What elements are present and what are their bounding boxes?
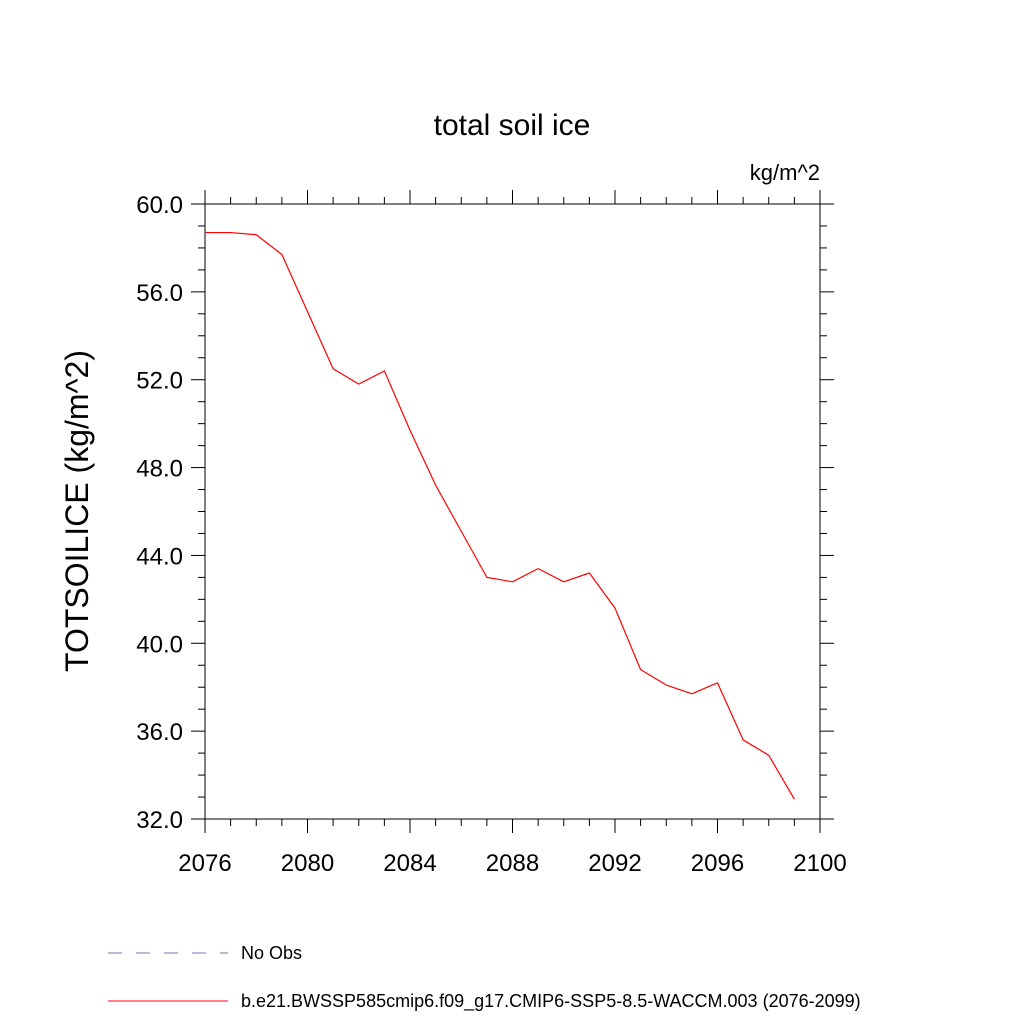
x-tick-label: 2080 bbox=[281, 850, 334, 877]
y-axis-label: TOTSOILICE (kg/m^2) bbox=[59, 350, 95, 672]
y-tick-label: 60.0 bbox=[136, 192, 183, 219]
y-tick-label: 40.0 bbox=[136, 631, 183, 658]
legend-label-model-run: b.e21.BWSSP585cmip6.f09_g17.CMIP6-SSP5-8… bbox=[241, 991, 861, 1012]
y-tick-label: 32.0 bbox=[136, 807, 183, 834]
x-tick-label: 2076 bbox=[178, 850, 231, 877]
legend-label-no-obs: No Obs bbox=[241, 943, 302, 963]
y-tick-label: 56.0 bbox=[136, 280, 183, 307]
x-tick-label: 2096 bbox=[691, 850, 744, 877]
axis-tick-labels: 2076 2080 2084 2088 2092 2096 2100 32.0 36.0 40.0… bbox=[136, 192, 846, 877]
y-tick-label: 44.0 bbox=[136, 543, 183, 570]
x-tick-label: 2092 bbox=[588, 850, 641, 877]
plot-frame bbox=[204, 203, 821, 820]
y-tick-label: 36.0 bbox=[136, 719, 183, 746]
y-tick-label: 48.0 bbox=[136, 456, 183, 483]
x-tick-label: 2084 bbox=[383, 850, 436, 877]
series-layer bbox=[205, 231, 795, 800]
chart-title: total soil ice bbox=[434, 109, 591, 142]
axis-ticks bbox=[191, 190, 834, 833]
series-line bbox=[205, 231, 795, 800]
y-tick-label: 52.0 bbox=[136, 368, 183, 395]
legend: No Obs b.e21.BWSSP585cmip6.f09_g17.CMIP6… bbox=[108, 943, 861, 1012]
x-tick-label: 2088 bbox=[486, 850, 539, 877]
x-tick-label: 2100 bbox=[793, 850, 846, 877]
units-label: kg/m^2 bbox=[750, 160, 820, 185]
